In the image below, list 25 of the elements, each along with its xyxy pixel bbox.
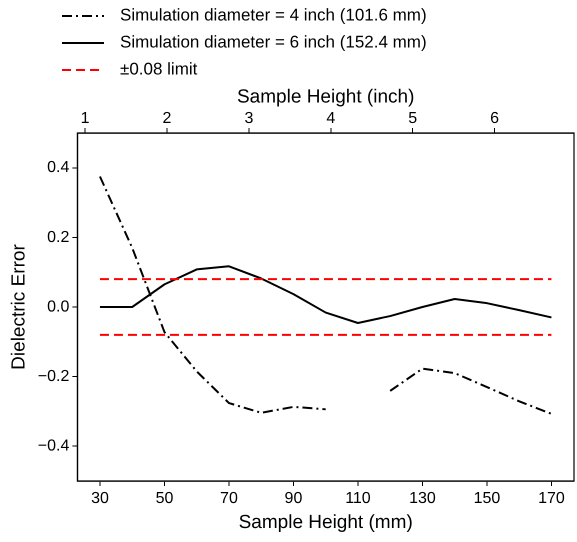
x2-tick-label: 3	[244, 110, 254, 127]
y-axis-title: Dielectric Error	[8, 244, 30, 370]
x-tick-label: 30	[91, 490, 109, 508]
legend-label: Simulation diameter = 6 inch (152.4 mm)	[120, 32, 427, 52]
y-tick-label: 0.2	[47, 228, 70, 246]
x-tick-label: 110	[345, 490, 371, 508]
y-tick-label: 0.0	[47, 298, 70, 316]
x2-tick-label: 5	[408, 110, 418, 127]
x-axis-title: Sample Height (mm)	[238, 512, 413, 533]
legend-label: Simulation diameter = 4 inch (101.6 mm)	[120, 6, 427, 25]
x-tick-label: 50	[156, 490, 174, 508]
x2-tick-label: 1	[80, 110, 90, 127]
x-tick-label: 70	[220, 490, 238, 508]
y-tick-label: 0.4	[47, 159, 70, 176]
x-tick-label: 150	[474, 490, 500, 508]
x-tick-label: 90	[284, 490, 302, 508]
y-tick-label: −0.4	[38, 438, 70, 455]
x-tick-label: 170	[538, 490, 565, 508]
y-tick-label: −0.2	[38, 368, 70, 386]
x2-tick-label: 6	[490, 110, 500, 127]
x2-tick-label: 4	[326, 110, 336, 127]
x-tick-label: 130	[409, 490, 436, 508]
legend-label: ±0.08 limit	[120, 60, 198, 79]
x2-axis-title: Sample Height (inch)	[236, 86, 414, 108]
x2-tick-label: 2	[162, 110, 172, 127]
